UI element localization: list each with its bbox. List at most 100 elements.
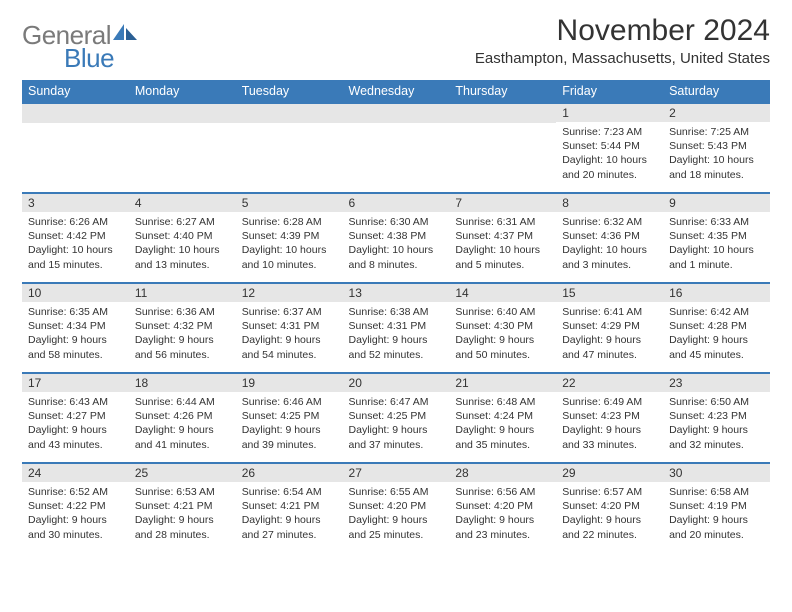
daylight-line: Daylight: 9 hours and 58 minutes. [28,333,123,361]
calendar-day-cell: 5Sunrise: 6:28 AMSunset: 4:39 PMDaylight… [236,193,343,283]
day-number: 21 [449,374,556,392]
sunset-line: Sunset: 4:39 PM [242,229,337,243]
calendar-day-cell: 4Sunrise: 6:27 AMSunset: 4:40 PMDaylight… [129,193,236,283]
day-number: 3 [22,194,129,212]
day-number: 19 [236,374,343,392]
day-number: 14 [449,284,556,302]
day-content: Sunrise: 6:56 AMSunset: 4:20 PMDaylight:… [449,482,556,545]
day-number: 10 [22,284,129,302]
calendar-day-cell: 21Sunrise: 6:48 AMSunset: 4:24 PMDayligh… [449,373,556,463]
calendar-page: General Blue November 2024 Easthampton, … [0,0,792,563]
sunset-line: Sunset: 4:42 PM [28,229,123,243]
day-content: Sunrise: 6:30 AMSunset: 4:38 PMDaylight:… [343,212,450,275]
sunrise-line: Sunrise: 6:37 AM [242,305,337,319]
calendar-week-row: 1Sunrise: 7:23 AMSunset: 5:44 PMDaylight… [22,103,770,193]
sunrise-line: Sunrise: 6:48 AM [455,395,550,409]
daylight-line: Daylight: 10 hours and 10 minutes. [242,243,337,271]
sunrise-line: Sunrise: 7:25 AM [669,125,764,139]
sunset-line: Sunset: 5:43 PM [669,139,764,153]
calendar-day-cell: 19Sunrise: 6:46 AMSunset: 4:25 PMDayligh… [236,373,343,463]
day-content: Sunrise: 6:48 AMSunset: 4:24 PMDaylight:… [449,392,556,455]
day-number: 11 [129,284,236,302]
day-content: Sunrise: 6:41 AMSunset: 4:29 PMDaylight:… [556,302,663,365]
day-number: 15 [556,284,663,302]
day-content: Sunrise: 6:49 AMSunset: 4:23 PMDaylight:… [556,392,663,455]
calendar-day-cell: 15Sunrise: 6:41 AMSunset: 4:29 PMDayligh… [556,283,663,373]
sunrise-line: Sunrise: 6:38 AM [349,305,444,319]
sunset-line: Sunset: 4:19 PM [669,499,764,513]
sunset-line: Sunset: 4:28 PM [669,319,764,333]
sunset-line: Sunset: 4:21 PM [242,499,337,513]
day-number: 8 [556,194,663,212]
sunrise-line: Sunrise: 7:23 AM [562,125,657,139]
empty-daynum [22,104,129,123]
daylight-line: Daylight: 9 hours and 54 minutes. [242,333,337,361]
day-content: Sunrise: 6:50 AMSunset: 4:23 PMDaylight:… [663,392,770,455]
day-header: Tuesday [236,80,343,103]
calendar-day-cell: 10Sunrise: 6:35 AMSunset: 4:34 PMDayligh… [22,283,129,373]
sunrise-line: Sunrise: 6:55 AM [349,485,444,499]
day-number: 5 [236,194,343,212]
day-number: 30 [663,464,770,482]
daylight-line: Daylight: 10 hours and 1 minute. [669,243,764,271]
sunset-line: Sunset: 4:22 PM [28,499,123,513]
calendar-day-cell: 6Sunrise: 6:30 AMSunset: 4:38 PMDaylight… [343,193,450,283]
sunrise-line: Sunrise: 6:33 AM [669,215,764,229]
day-content: Sunrise: 6:33 AMSunset: 4:35 PMDaylight:… [663,212,770,275]
sunset-line: Sunset: 4:26 PM [135,409,230,423]
title-block: November 2024 Easthampton, Massachusetts… [475,14,770,67]
location-text: Easthampton, Massachusetts, United State… [475,50,770,67]
calendar-day-cell: 14Sunrise: 6:40 AMSunset: 4:30 PMDayligh… [449,283,556,373]
day-content: Sunrise: 6:55 AMSunset: 4:20 PMDaylight:… [343,482,450,545]
daylight-line: Daylight: 9 hours and 35 minutes. [455,423,550,451]
sunrise-line: Sunrise: 6:27 AM [135,215,230,229]
sunset-line: Sunset: 4:25 PM [242,409,337,423]
calendar-table: Sunday Monday Tuesday Wednesday Thursday… [22,80,770,553]
daylight-line: Daylight: 9 hours and 20 minutes. [669,513,764,541]
day-content: Sunrise: 6:28 AMSunset: 4:39 PMDaylight:… [236,212,343,275]
daylight-line: Daylight: 9 hours and 33 minutes. [562,423,657,451]
day-number: 28 [449,464,556,482]
sunrise-line: Sunrise: 6:26 AM [28,215,123,229]
calendar-day-cell: 7Sunrise: 6:31 AMSunset: 4:37 PMDaylight… [449,193,556,283]
sunset-line: Sunset: 4:23 PM [669,409,764,423]
day-content: Sunrise: 6:58 AMSunset: 4:19 PMDaylight:… [663,482,770,545]
daylight-line: Daylight: 9 hours and 39 minutes. [242,423,337,451]
day-number: 4 [129,194,236,212]
calendar-day-cell: 18Sunrise: 6:44 AMSunset: 4:26 PMDayligh… [129,373,236,463]
daylight-line: Daylight: 10 hours and 5 minutes. [455,243,550,271]
daylight-line: Daylight: 9 hours and 28 minutes. [135,513,230,541]
sunrise-line: Sunrise: 6:40 AM [455,305,550,319]
logo-sail-icon [113,22,139,42]
daylight-line: Daylight: 9 hours and 41 minutes. [135,423,230,451]
sunset-line: Sunset: 4:31 PM [349,319,444,333]
day-content: Sunrise: 6:31 AMSunset: 4:37 PMDaylight:… [449,212,556,275]
day-number: 6 [343,194,450,212]
empty-daynum [129,104,236,123]
calendar-day-cell [236,103,343,193]
day-number: 9 [663,194,770,212]
daylight-line: Daylight: 10 hours and 20 minutes. [562,153,657,181]
day-number: 26 [236,464,343,482]
day-content: Sunrise: 6:53 AMSunset: 4:21 PMDaylight:… [129,482,236,545]
sunset-line: Sunset: 4:31 PM [242,319,337,333]
day-number: 1 [556,104,663,122]
day-number: 23 [663,374,770,392]
sunrise-line: Sunrise: 6:32 AM [562,215,657,229]
daylight-line: Daylight: 9 hours and 50 minutes. [455,333,550,361]
day-number: 27 [343,464,450,482]
daylight-line: Daylight: 9 hours and 43 minutes. [28,423,123,451]
sunset-line: Sunset: 4:29 PM [562,319,657,333]
day-header: Monday [129,80,236,103]
empty-daynum [236,104,343,123]
calendar-day-cell: 28Sunrise: 6:56 AMSunset: 4:20 PMDayligh… [449,463,556,553]
calendar-day-cell: 22Sunrise: 6:49 AMSunset: 4:23 PMDayligh… [556,373,663,463]
sunset-line: Sunset: 4:20 PM [455,499,550,513]
sunset-line: Sunset: 4:25 PM [349,409,444,423]
sunset-line: Sunset: 4:23 PM [562,409,657,423]
day-content: Sunrise: 6:37 AMSunset: 4:31 PMDaylight:… [236,302,343,365]
sunset-line: Sunset: 4:21 PM [135,499,230,513]
daylight-line: Daylight: 10 hours and 15 minutes. [28,243,123,271]
sunrise-line: Sunrise: 6:35 AM [28,305,123,319]
sunrise-line: Sunrise: 6:42 AM [669,305,764,319]
